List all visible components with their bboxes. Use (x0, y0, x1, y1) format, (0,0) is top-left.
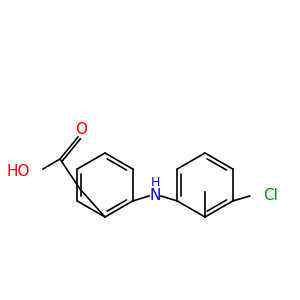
Text: HO: HO (7, 164, 30, 179)
Text: O: O (75, 122, 87, 136)
Text: N: N (149, 188, 161, 203)
Text: Cl: Cl (263, 188, 278, 203)
Text: H: H (150, 176, 160, 188)
